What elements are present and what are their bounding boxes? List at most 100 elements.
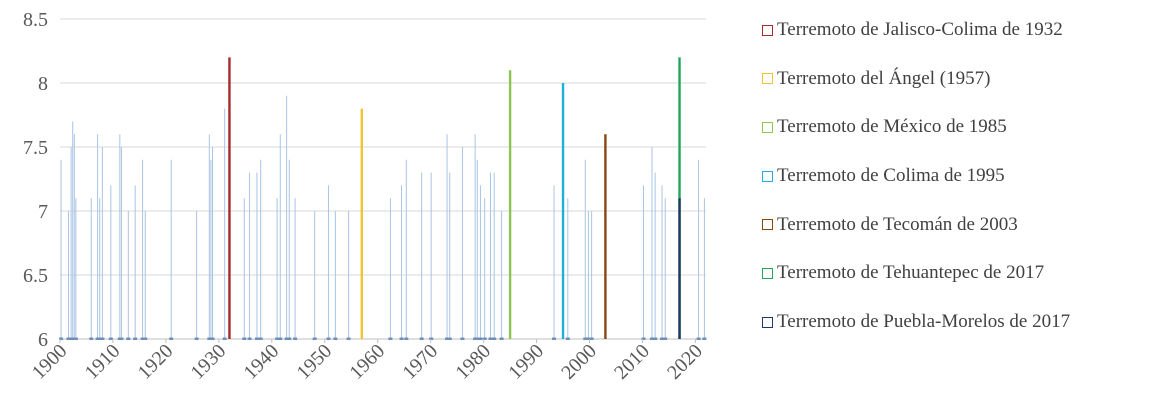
x-tick-label: 1990 [504,340,548,384]
event-base-mark [583,337,588,340]
event-base-mark [222,337,227,340]
x-axis-ticks: 1900 1910 1920 1930 1940 1950 1960 1970 1980 1990… [28,339,707,384]
event-base-mark [97,337,102,340]
event-base-mark [660,337,665,340]
y-tick-label: 6 [38,329,48,351]
event-base-mark [242,337,247,340]
event-base-mark [254,337,259,340]
event-base-mark [388,337,393,340]
event-base-mark [100,337,105,340]
legend-swatch [762,219,773,231]
event-base-mark [66,337,71,340]
legend-item: Terremoto del Ángel (1957) [762,67,1152,91]
event-base-mark [275,337,280,340]
x-tick-label: 1970 [398,340,442,384]
event-base-mark [445,337,450,340]
event-base-mark [473,337,478,340]
event-base-mark [119,337,124,340]
event-base-mark [89,337,94,340]
x-tick-label: 1980 [451,340,495,384]
event-base-mark [247,337,252,340]
legend-item: Terremoto de México de 1985 [762,115,1152,139]
event-base-mark [460,337,465,340]
event-base-mark [649,337,654,340]
x-tick-label: 1910 [81,340,125,384]
x-tick-label: 2010 [610,340,654,384]
event-base-mark [447,337,452,340]
event-base-mark [663,337,668,340]
event-base-mark [312,337,317,340]
event-base-mark [702,337,707,340]
legend-label: Terremoto de Puebla-Morelos de 2017 [777,311,1071,333]
event-base-mark [499,337,504,340]
x-tick-label: 1900 [28,340,72,384]
event-base-mark [641,337,646,340]
event-base-mark [475,337,480,340]
legend-swatch [762,267,773,279]
bars [59,57,707,340]
x-tick-label: 2000 [557,340,601,384]
event-base-mark [140,337,145,340]
event-base-mark [399,337,404,340]
y-tick-label: 7.5 [23,137,48,159]
legend-item: Terremoto de Colima de 1995 [762,164,1152,188]
legend-label: Terremoto del Ángel (1957) [777,67,991,89]
legend-swatch [762,24,773,36]
x-tick-label: 1960 [345,340,389,384]
event-base-mark [194,337,199,340]
event-base-mark [404,337,409,340]
event-base-mark [696,337,701,340]
legend-label: Terremoto de Tecomán de 2003 [777,213,1018,235]
x-tick-label: 1930 [187,340,231,384]
event-base-mark [59,337,64,340]
legend-item: Terremoto de Tecomán de 2003 [762,213,1152,237]
event-base-mark [565,337,570,340]
event-base-mark [488,337,493,340]
event-base-mark [552,337,557,340]
legend-label: Terremoto de México de 1985 [777,116,1007,138]
legend-label: Terremoto de Jalisco-Colima de 1932 [777,19,1063,40]
event-base-mark [346,337,351,340]
legend-swatch [762,121,773,133]
event-base-mark [73,337,78,340]
event-base-mark [278,337,283,340]
legend-swatch [762,316,773,328]
event-base-mark [210,337,215,340]
y-axis-ticks: 6 6.5 7 7.5 8 8.5 [23,9,48,351]
y-tick-label: 6.5 [23,265,48,287]
event-base-mark [419,337,424,340]
event-base-mark [333,337,338,340]
event-base-mark [586,337,591,340]
gridlines [60,18,706,340]
legend-label: Terremoto de Tehuantepec de 2017 [777,262,1045,284]
x-tick-label: 2020 [663,340,707,384]
event-base-mark [326,337,331,340]
chart-canvas: 6 6.5 7 7.5 8 8.5 1900 1910 1920 1930 1940 1950 196… [23,9,707,384]
event-base-mark [169,337,174,340]
x-tick-label: 1950 [292,340,336,384]
event-base-mark [653,337,658,340]
legend-label: Terremoto de Colima de 1995 [777,165,1005,187]
event-base-mark [143,337,148,340]
event-base-mark [293,337,298,340]
event-base-mark [108,337,113,340]
event-base-mark [478,337,483,340]
legend: Terremoto de Jalisco-Colima de 1932 Terre… [762,18,1152,359]
y-tick-label: 8.5 [23,9,48,31]
event-base-mark [429,337,434,340]
event-base-mark [133,337,138,340]
legend-item: Terremoto de Puebla-Morelos de 2017 [762,310,1152,334]
y-tick-label: 7 [38,201,48,223]
event-base-mark [589,337,594,340]
event-base-mark [95,337,100,340]
legend-item: Terremoto de Jalisco-Colima de 1932 [762,18,1152,42]
legend-swatch [762,170,773,182]
x-tick-label: 1940 [239,340,283,384]
x-tick-label: 1920 [134,340,178,384]
event-base-mark [287,337,292,340]
event-base-mark [492,337,497,340]
event-base-mark [482,337,487,340]
event-base-mark [258,337,263,340]
event-base-mark [126,337,131,340]
y-tick-label: 8 [38,73,48,95]
